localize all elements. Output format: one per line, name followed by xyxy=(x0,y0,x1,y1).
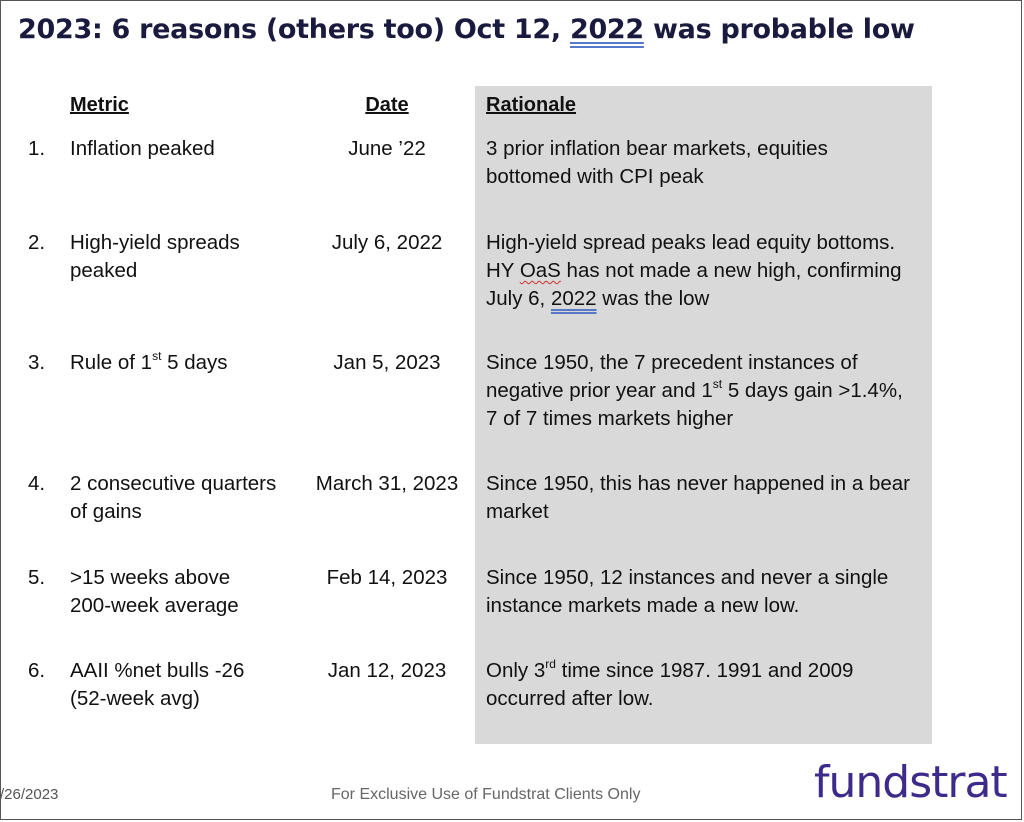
footer-date: /26/2023 xyxy=(0,786,59,803)
row-metric: High-yield spreads peaked xyxy=(70,231,240,282)
footer-disclaimer: For Exclusive Use of Fundstrat Clients O… xyxy=(331,786,641,803)
row-rationale: Since 1950, the 7 precedent instances of… xyxy=(486,351,903,430)
slide-title: 2023: 6 reasons (others too) Oct 12, 202… xyxy=(18,14,915,45)
row-number: 5. xyxy=(28,566,46,589)
row-rationale: High-yield spread peaks lead equity bott… xyxy=(486,231,902,310)
row-number: 3. xyxy=(28,351,46,374)
row-rationale: Since 1950, this has never happened in a… xyxy=(486,472,910,523)
row-metric: AAII %net bulls -26 (52-week avg) xyxy=(70,659,245,710)
row-metric: Inflation peaked xyxy=(70,137,215,160)
rationale-header: Rationale xyxy=(486,94,577,116)
row-number: 4. xyxy=(28,472,46,495)
row-date: Feb 14, 2023 xyxy=(326,566,448,589)
row-rationale: Since 1950, 12 instances and never a sin… xyxy=(486,566,889,617)
metric-header: Metric xyxy=(70,94,129,116)
row-number: 1. xyxy=(28,137,46,160)
row-metric: >15 weeks above 200-week average xyxy=(70,566,239,617)
row-number: 2. xyxy=(28,231,46,254)
row-date: March 31, 2023 xyxy=(315,472,459,495)
row-metric: Rule of 1st 5 days xyxy=(70,349,228,374)
row-date: June ’22 xyxy=(348,137,426,160)
row-date: Jan 5, 2023 xyxy=(333,351,441,374)
row-metric: 2 consecutive quarters of gains xyxy=(70,472,277,523)
row-date: July 6, 2022 xyxy=(331,231,443,254)
rationale-panel xyxy=(475,86,932,744)
date-header: Date xyxy=(365,94,409,116)
row-date: Jan 12, 2023 xyxy=(327,659,447,682)
row-number: 6. xyxy=(28,659,46,682)
row-rationale: 3 prior inflation bear markets, equities… xyxy=(486,137,828,188)
title-year: 2022 xyxy=(569,14,644,45)
fundstrat-logo: fundstrat xyxy=(814,757,1008,808)
row-rationale: Only 3rd time since 1987. 1991 and 2009 … xyxy=(486,657,854,710)
